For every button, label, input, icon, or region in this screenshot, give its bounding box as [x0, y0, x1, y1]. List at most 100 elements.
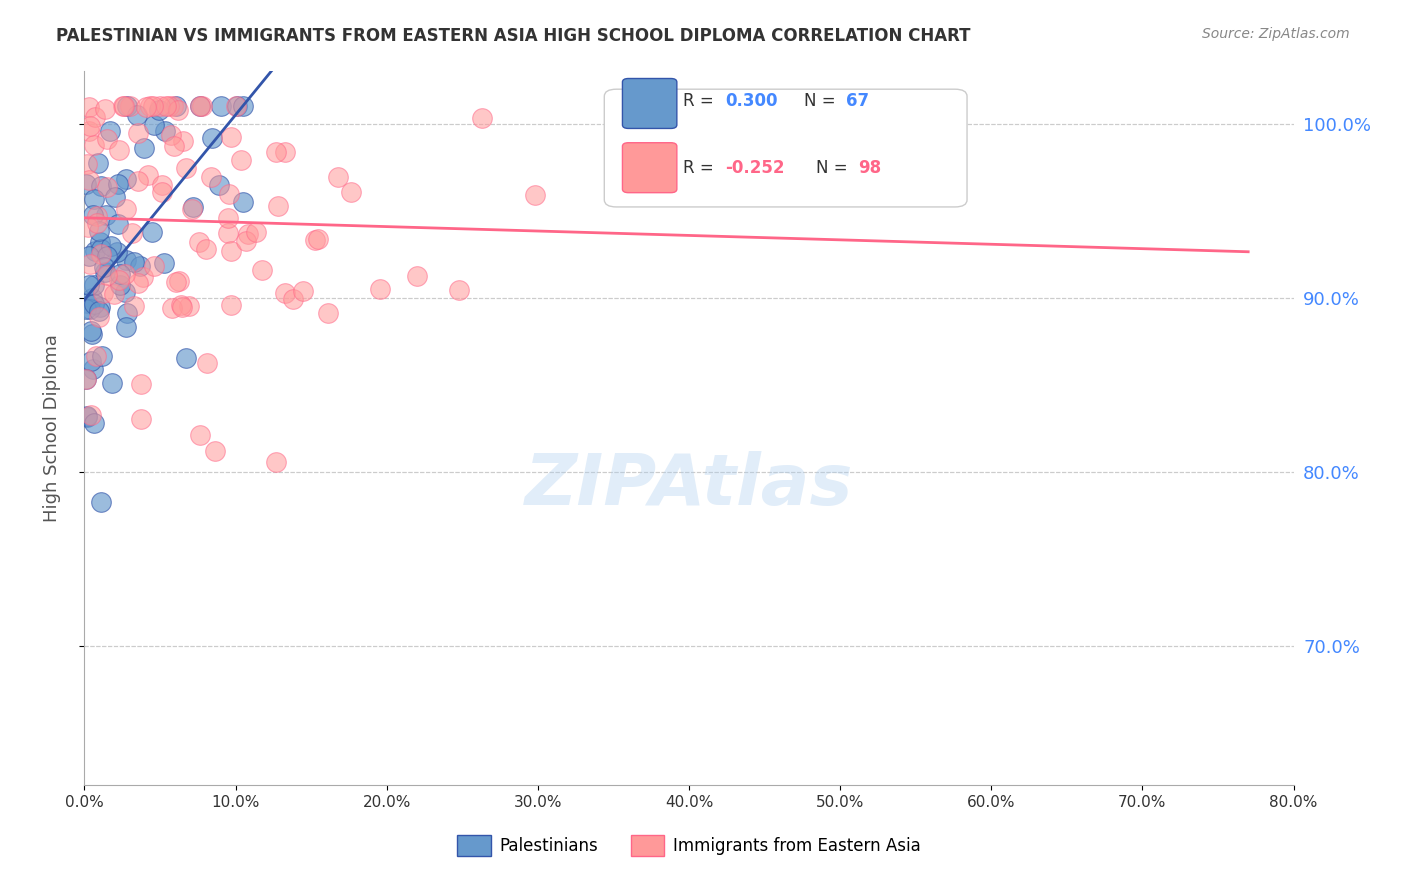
- Point: [103, 287, 125, 301]
- Point: [143, 118, 166, 132]
- Text: N =: N =: [804, 93, 841, 111]
- Point: [122, 299, 145, 313]
- Point: [127, 173, 149, 187]
- Point: [83, 192, 105, 206]
- Point: [181, 202, 204, 217]
- Point: [148, 103, 170, 117]
- Text: 0.300: 0.300: [725, 93, 778, 111]
- Point: [229, 153, 252, 167]
- Point: [155, 124, 177, 138]
- Point: [108, 267, 131, 281]
- Point: [160, 128, 183, 143]
- Point: [75, 372, 97, 386]
- Point: [79, 257, 101, 271]
- Point: [131, 412, 153, 426]
- Point: [283, 293, 305, 307]
- Point: [84, 349, 107, 363]
- Point: [631, 132, 654, 146]
- Point: [76, 409, 98, 424]
- Point: [129, 377, 152, 392]
- Point: [266, 145, 288, 159]
- Point: [101, 376, 124, 390]
- Point: [117, 99, 139, 113]
- Point: [221, 130, 243, 145]
- Point: [250, 263, 273, 277]
- Text: -0.252: -0.252: [725, 159, 785, 177]
- Point: [76, 296, 98, 310]
- Text: ZIPAtlas: ZIPAtlas: [524, 450, 853, 520]
- Point: [82, 362, 104, 376]
- Point: [86, 209, 108, 223]
- Legend: Palestinians, Immigrants from Eastern Asia: Palestinians, Immigrants from Eastern As…: [451, 829, 927, 863]
- Point: [115, 306, 138, 320]
- Point: [114, 172, 136, 186]
- Point: [75, 177, 97, 191]
- Point: [149, 99, 172, 113]
- Point: [218, 186, 240, 201]
- Point: [80, 354, 103, 368]
- Point: [447, 283, 470, 297]
- Point: [107, 143, 129, 157]
- Text: 98: 98: [858, 159, 882, 177]
- Point: [80, 291, 103, 305]
- Point: [94, 208, 117, 222]
- Point: [142, 99, 165, 113]
- Point: [89, 310, 111, 325]
- Point: [104, 190, 127, 204]
- Point: [177, 299, 200, 313]
- Point: [167, 274, 190, 288]
- Point: [150, 178, 173, 192]
- Point: [80, 324, 103, 338]
- Point: [219, 244, 242, 258]
- Point: [187, 235, 209, 249]
- Text: 67: 67: [846, 93, 869, 111]
- Point: [217, 226, 239, 240]
- Point: [91, 349, 114, 363]
- Point: [162, 99, 184, 113]
- Point: [209, 99, 232, 113]
- Point: [125, 107, 148, 121]
- Point: [115, 202, 138, 217]
- FancyBboxPatch shape: [605, 89, 967, 207]
- Point: [87, 303, 110, 318]
- Point: [172, 300, 194, 314]
- Point: [188, 428, 211, 442]
- Point: [90, 242, 112, 256]
- Point: [89, 224, 111, 238]
- Point: [136, 168, 159, 182]
- Point: [141, 226, 163, 240]
- Point: [176, 161, 198, 176]
- Point: [77, 249, 100, 263]
- FancyBboxPatch shape: [623, 78, 676, 128]
- Point: [200, 170, 222, 185]
- Point: [153, 255, 176, 269]
- Point: [114, 320, 136, 334]
- Point: [76, 157, 98, 171]
- Point: [232, 194, 254, 209]
- Point: [114, 267, 136, 281]
- Point: [77, 219, 100, 234]
- Text: R =: R =: [683, 159, 718, 177]
- Point: [204, 444, 226, 458]
- Point: [129, 259, 152, 273]
- Point: [326, 169, 349, 184]
- Point: [91, 286, 114, 301]
- Point: [150, 185, 173, 199]
- Point: [83, 417, 105, 431]
- Point: [274, 145, 297, 159]
- Point: [245, 226, 267, 240]
- Point: [98, 124, 121, 138]
- Point: [188, 99, 211, 113]
- Point: [176, 351, 198, 366]
- Point: [94, 265, 117, 279]
- Point: [84, 111, 107, 125]
- Point: [87, 156, 110, 170]
- Point: [267, 199, 290, 213]
- Point: [80, 409, 103, 423]
- Point: [127, 126, 149, 140]
- Point: [188, 99, 211, 113]
- Point: [89, 300, 111, 314]
- Point: [195, 356, 218, 370]
- Point: [208, 178, 231, 193]
- Point: [107, 177, 129, 191]
